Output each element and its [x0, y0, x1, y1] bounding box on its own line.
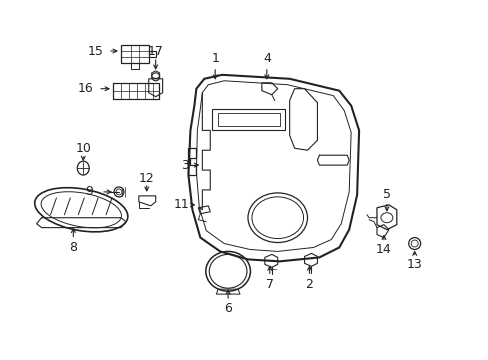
Text: 8: 8	[69, 241, 77, 254]
Text: 2: 2	[305, 278, 313, 291]
Text: 17: 17	[147, 45, 163, 58]
Text: 4: 4	[263, 53, 270, 66]
Text: 11: 11	[173, 198, 189, 211]
Text: 7: 7	[265, 278, 273, 291]
Text: 9: 9	[85, 185, 93, 198]
Text: 5: 5	[382, 188, 390, 201]
Text: 12: 12	[139, 171, 154, 185]
Text: 10: 10	[75, 142, 91, 155]
Text: 6: 6	[224, 302, 232, 315]
Text: 15: 15	[87, 45, 103, 58]
Text: 14: 14	[375, 243, 391, 256]
Text: 16: 16	[77, 82, 93, 95]
Text: 13: 13	[406, 258, 422, 271]
Text: 1: 1	[211, 53, 219, 66]
Text: 3: 3	[181, 159, 189, 172]
